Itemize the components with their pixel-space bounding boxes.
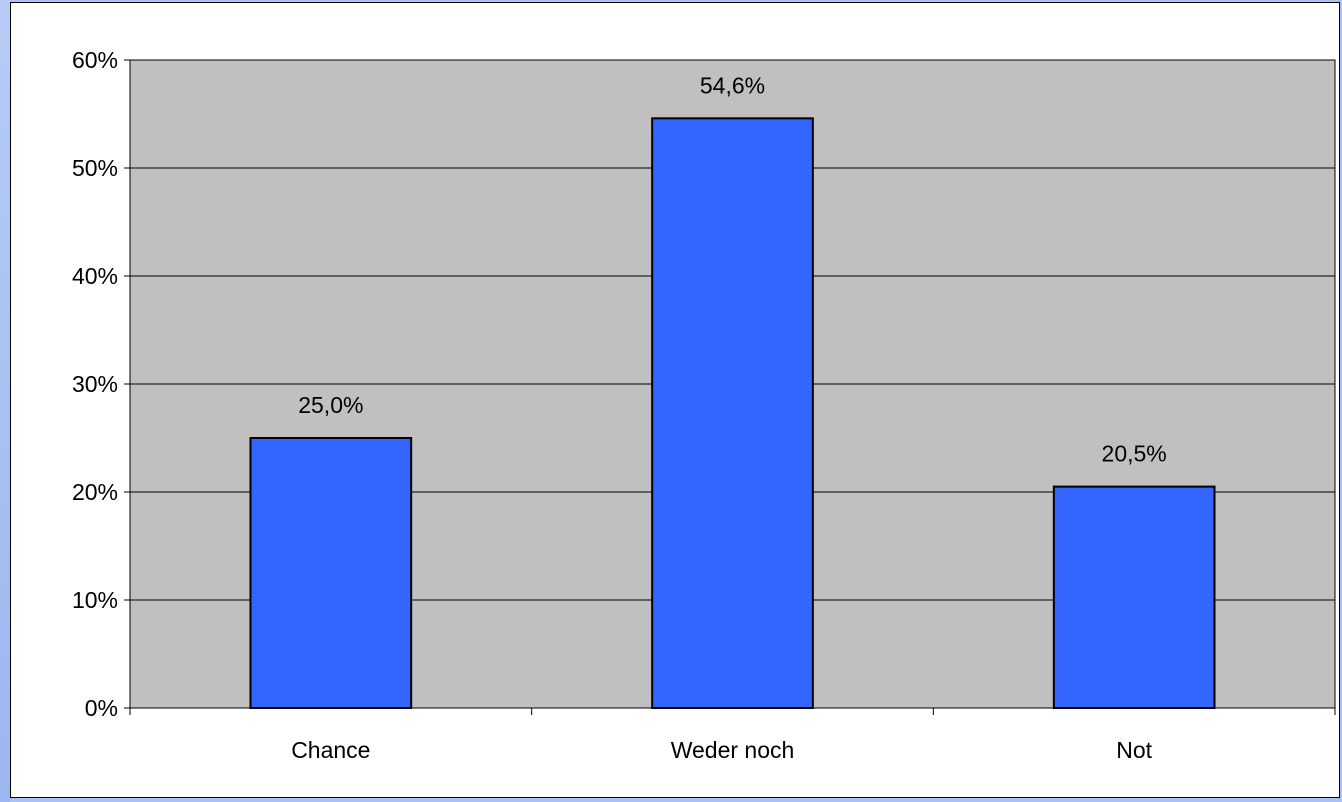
data-labels: 25,0% 54,6% 20,5% <box>298 72 1167 466</box>
y-tick-label: 60% <box>72 47 118 73</box>
data-label: 20,5% <box>1102 441 1167 467</box>
bar-chance <box>249 437 413 709</box>
bar-weder-noch <box>651 117 814 709</box>
data-label: 25,0% <box>298 392 363 418</box>
x-tick-label: Weder noch <box>671 737 795 763</box>
slide-background-strip <box>0 0 10 802</box>
y-tick-label: 10% <box>72 587 118 613</box>
y-tick-label: 50% <box>72 155 118 181</box>
bars <box>249 117 1216 709</box>
x-tick-label: Not <box>1116 737 1152 763</box>
y-axis-ticks: 0% 10% 20% 30% 40% 50% 60% <box>72 47 130 721</box>
y-tick-label: 20% <box>72 479 118 505</box>
data-label: 54,6% <box>700 72 765 98</box>
y-tick-label: 0% <box>85 695 118 721</box>
x-tick-label: Chance <box>291 737 370 763</box>
bar-not <box>1052 485 1216 709</box>
y-tick-label: 30% <box>72 371 118 397</box>
x-axis-ticks: Chance Weder noch Not <box>129 708 1336 763</box>
y-tick-label: 40% <box>72 263 118 289</box>
